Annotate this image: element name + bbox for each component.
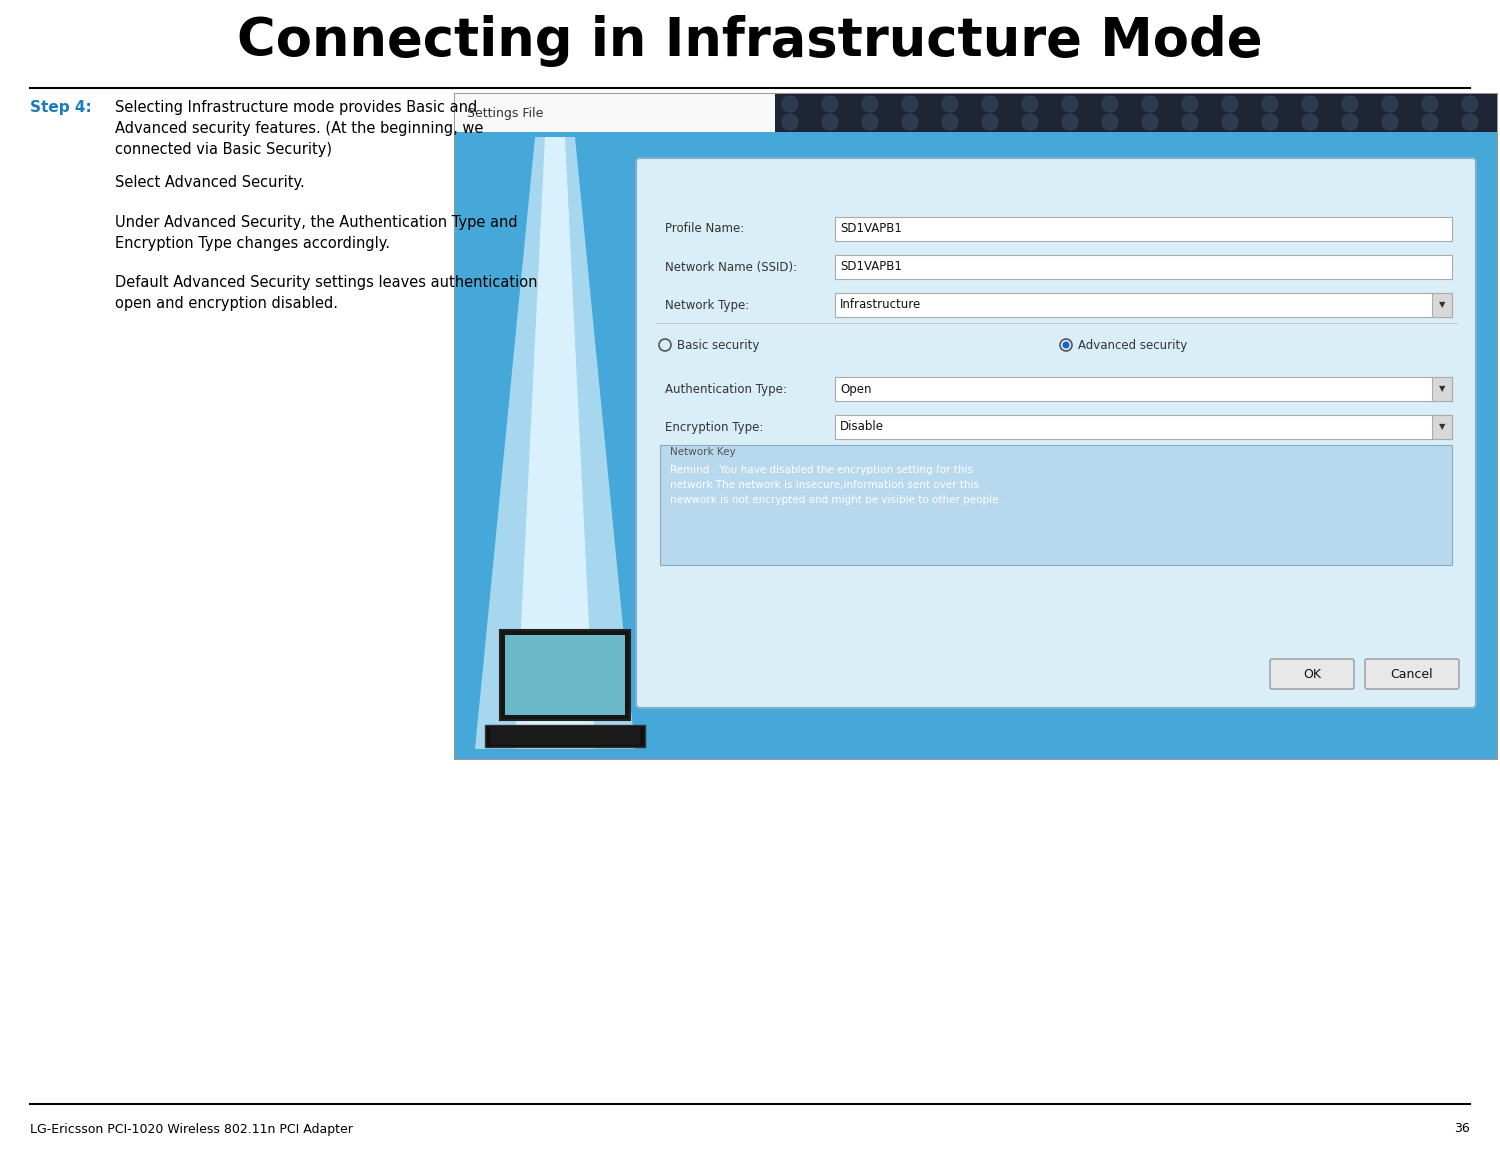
Text: LG-Ericsson PCI-1020 Wireless 802.11n PCI Adapter: LG-Ericsson PCI-1020 Wireless 802.11n PC… bbox=[30, 1123, 352, 1136]
Text: Remind : You have disabled the encryption setting for this
network The network i: Remind : You have disabled the encryptio… bbox=[670, 465, 1002, 504]
Circle shape bbox=[1142, 114, 1158, 130]
Text: Network Key: Network Key bbox=[670, 447, 735, 457]
Text: Connecting in Infrastructure Mode: Connecting in Infrastructure Mode bbox=[237, 15, 1263, 67]
Circle shape bbox=[1222, 96, 1238, 112]
Circle shape bbox=[1302, 96, 1318, 112]
Circle shape bbox=[1462, 96, 1478, 112]
Circle shape bbox=[1022, 114, 1038, 130]
Text: Open: Open bbox=[840, 382, 872, 395]
Text: Advanced security: Advanced security bbox=[1078, 338, 1188, 351]
Circle shape bbox=[1062, 96, 1078, 112]
Text: ▼: ▼ bbox=[1438, 423, 1446, 431]
Circle shape bbox=[1062, 342, 1070, 349]
Circle shape bbox=[1462, 114, 1478, 130]
Circle shape bbox=[782, 114, 798, 130]
Bar bbox=[500, 630, 630, 720]
Circle shape bbox=[1382, 96, 1398, 112]
Circle shape bbox=[862, 96, 877, 112]
FancyBboxPatch shape bbox=[660, 445, 1452, 564]
Text: Select Advanced Security.: Select Advanced Security. bbox=[116, 175, 304, 190]
Circle shape bbox=[822, 96, 839, 112]
Text: Profile Name:: Profile Name: bbox=[664, 223, 744, 235]
Circle shape bbox=[1222, 114, 1238, 130]
Circle shape bbox=[942, 96, 958, 112]
Text: Selecting Infrastructure mode provides Basic and
Advanced security features. (At: Selecting Infrastructure mode provides B… bbox=[116, 100, 483, 156]
Circle shape bbox=[902, 96, 918, 112]
Circle shape bbox=[1302, 114, 1318, 130]
Circle shape bbox=[1342, 114, 1358, 130]
Bar bbox=[1432, 377, 1452, 401]
Bar bbox=[1432, 415, 1452, 439]
Circle shape bbox=[982, 114, 998, 130]
Circle shape bbox=[902, 114, 918, 130]
Circle shape bbox=[1182, 96, 1198, 112]
Bar bbox=[454, 94, 776, 132]
Circle shape bbox=[862, 114, 877, 130]
Text: 36: 36 bbox=[1454, 1123, 1470, 1136]
Circle shape bbox=[1062, 114, 1078, 130]
Circle shape bbox=[1422, 96, 1438, 112]
Circle shape bbox=[1382, 114, 1398, 130]
Text: SD1VAPB1: SD1VAPB1 bbox=[840, 223, 902, 235]
Bar bbox=[836, 293, 1452, 318]
Bar bbox=[1432, 293, 1452, 318]
Text: Settings File: Settings File bbox=[466, 107, 543, 119]
Bar bbox=[836, 415, 1452, 439]
Polygon shape bbox=[514, 137, 596, 749]
FancyBboxPatch shape bbox=[1270, 659, 1354, 688]
Bar bbox=[484, 726, 645, 748]
Circle shape bbox=[1142, 96, 1158, 112]
Text: Basic security: Basic security bbox=[676, 338, 759, 351]
Circle shape bbox=[1182, 114, 1198, 130]
Text: Step 4:: Step 4: bbox=[30, 100, 92, 115]
Circle shape bbox=[1262, 114, 1278, 130]
Bar bbox=[490, 727, 640, 745]
Text: Encryption Type:: Encryption Type: bbox=[664, 421, 764, 433]
Circle shape bbox=[1342, 96, 1358, 112]
Text: Network Type:: Network Type: bbox=[664, 299, 750, 312]
Text: ▼: ▼ bbox=[1438, 300, 1446, 309]
Text: Cancel: Cancel bbox=[1390, 668, 1434, 680]
Text: ▼: ▼ bbox=[1438, 385, 1446, 394]
Bar bbox=[454, 94, 1497, 759]
Text: Network Name (SSID):: Network Name (SSID): bbox=[664, 261, 796, 274]
Circle shape bbox=[982, 96, 998, 112]
Circle shape bbox=[942, 114, 958, 130]
Bar bbox=[506, 635, 626, 715]
Text: Default Advanced Security settings leaves authentication
open and encryption dis: Default Advanced Security settings leave… bbox=[116, 275, 537, 311]
Polygon shape bbox=[476, 137, 634, 749]
Bar bbox=[836, 255, 1452, 279]
FancyBboxPatch shape bbox=[1365, 659, 1460, 688]
Bar bbox=[776, 94, 1497, 132]
Circle shape bbox=[822, 114, 839, 130]
Circle shape bbox=[782, 96, 798, 112]
Circle shape bbox=[1102, 96, 1118, 112]
Text: Under Advanced Security, the Authentication Type and
Encryption Type changes acc: Under Advanced Security, the Authenticat… bbox=[116, 216, 518, 252]
Text: Authentication Type:: Authentication Type: bbox=[664, 382, 788, 395]
Bar bbox=[836, 217, 1452, 241]
Text: Disable: Disable bbox=[840, 421, 884, 433]
FancyBboxPatch shape bbox=[636, 158, 1476, 708]
Circle shape bbox=[1262, 96, 1278, 112]
Bar bbox=[836, 377, 1452, 401]
Text: OK: OK bbox=[1304, 668, 1322, 680]
Circle shape bbox=[1102, 114, 1118, 130]
Text: Infrastructure: Infrastructure bbox=[840, 299, 921, 312]
Circle shape bbox=[1422, 114, 1438, 130]
Circle shape bbox=[1022, 96, 1038, 112]
Text: SD1VAPB1: SD1VAPB1 bbox=[840, 261, 902, 274]
Bar bbox=[454, 132, 1497, 759]
